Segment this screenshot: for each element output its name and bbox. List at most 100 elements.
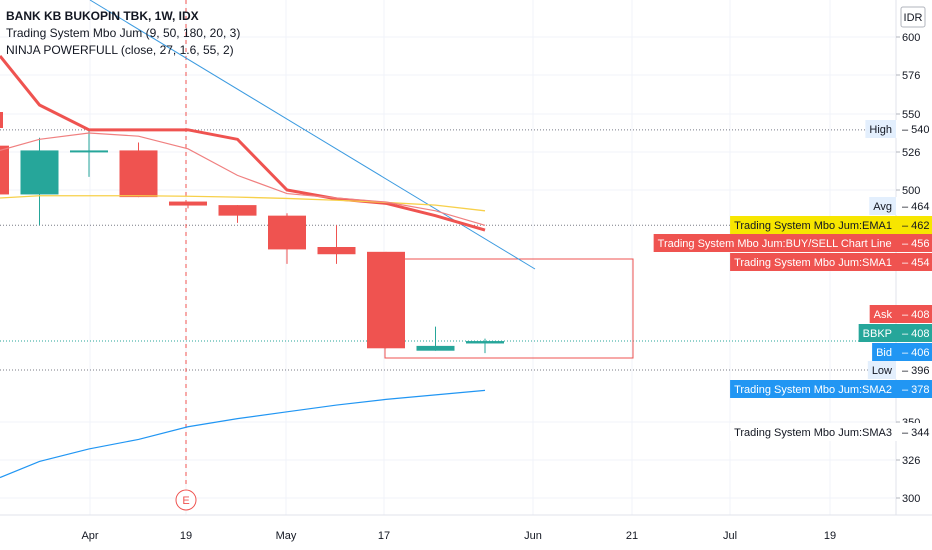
price-label-text: Trading System Mbo Jum:SMA1 — [734, 257, 892, 269]
price-value-bg — [896, 120, 932, 138]
price-value-text: – 464 — [902, 201, 930, 213]
price-label-text: Trading System Mbo Jum:SMA2 — [734, 384, 892, 396]
candle-body — [466, 341, 504, 344]
price-label-text: Trading System Mbo Jum:EMA1 — [734, 220, 892, 232]
price-value-text: – 462 — [902, 220, 930, 232]
price-value-bg — [896, 234, 932, 252]
price-label-bg — [730, 380, 896, 398]
event-marker-label: E — [182, 495, 189, 507]
edge-marker — [0, 112, 3, 128]
currency-label: IDR — [904, 12, 923, 24]
price-label-text: High — [869, 124, 892, 136]
currency-badge — [900, 6, 926, 28]
price-value-bg — [896, 423, 932, 441]
price-label-text: Trading System Mbo Jum:BUY/SELL Chart Li… — [658, 238, 892, 250]
time-axis: Apr 19 May 17 Jun 21 Jul 19 — [0, 514, 932, 542]
indicator-2-legend[interactable]: NINJA POWERFULL (close, 27, 1.6, 55, 2) — [6, 43, 234, 57]
candle-7 — [317, 225, 356, 264]
price-label-bg — [869, 305, 896, 323]
price-value-bg — [896, 197, 932, 215]
candle-9 — [416, 326, 455, 351]
y-tick-7: 300 — [902, 493, 920, 505]
price-label-bg — [730, 216, 896, 234]
candle-body — [268, 215, 306, 250]
price-value-bg — [896, 361, 932, 379]
drawn-rectangle — [384, 258, 634, 359]
series-sma1 — [0, 55, 486, 232]
price-label-text: BBKP — [863, 328, 892, 340]
x-tick-5: 21 — [626, 530, 638, 542]
candle-1 — [20, 137, 59, 226]
y-tick-0: 600 — [902, 32, 920, 44]
x-tick-6: Jul — [723, 530, 737, 542]
candle-body — [0, 145, 9, 195]
price-label-1: Avg – 464 — [869, 197, 932, 215]
event-marker — [175, 489, 197, 511]
price-value-text: – 406 — [902, 347, 930, 359]
price-label-8: Low – 396 — [867, 361, 932, 379]
price-value-bg — [896, 253, 932, 271]
series-ema1 — [0, 195, 486, 212]
price-value-bg — [896, 380, 932, 398]
price-label-6: BBKP – 408 — [858, 324, 932, 342]
x-tick-4: Jun — [524, 530, 542, 542]
x-tick-3: 17 — [378, 530, 390, 542]
price-label-bg — [730, 423, 896, 441]
candle-0 — [0, 145, 9, 195]
price-label-0: High – 540 — [865, 120, 932, 138]
price-label-10: Trading System Mbo Jum:SMA3 – 344 — [730, 423, 932, 441]
y-tick-3: 526 — [902, 147, 920, 159]
indicator-1-legend[interactable]: Trading System Mbo Jum (9, 50, 180, 20, … — [6, 26, 241, 40]
x-tick-2: May — [276, 530, 297, 542]
candle-4 — [169, 201, 207, 209]
price-value-text: – 540 — [902, 124, 930, 136]
candle-body — [70, 150, 108, 153]
price-label-bg — [730, 253, 896, 271]
candle-body — [169, 201, 207, 206]
y-tick-4: 500 — [902, 185, 920, 197]
price-labels: High – 540 Avg – 464 Trading System Mbo Jum:… — [653, 120, 932, 441]
candle-body — [317, 247, 356, 255]
price-label-2: Trading System Mbo Jum:EMA1 – 462 — [730, 216, 932, 234]
price-value-bg — [896, 324, 932, 342]
indicator-lines — [0, 55, 486, 479]
price-label-5: Ask – 408 — [869, 305, 932, 323]
price-label-bg — [867, 361, 896, 379]
price-axis: IDR600576550526500350326300 — [895, 0, 932, 550]
price-label-text: Avg — [873, 201, 892, 213]
price-label-4: Trading System Mbo Jum:SMA1 – 454 — [730, 253, 932, 271]
chart-legend: BANK KB BUKOPIN TBK, 1W, IDX Trading Sys… — [6, 8, 240, 59]
price-value-text: – 378 — [902, 384, 930, 396]
candle-3 — [119, 142, 158, 198]
price-value-bg — [896, 216, 932, 234]
x-tick-0: Apr — [81, 530, 98, 542]
price-label-7: Bid – 406 — [872, 343, 932, 361]
price-value-text: – 456 — [902, 238, 930, 250]
price-label-text: Bid — [876, 347, 892, 359]
candle-6 — [268, 213, 306, 264]
candle-10 — [466, 338, 504, 354]
candle-body — [119, 150, 158, 198]
candle-5 — [218, 205, 257, 223]
price-value-text: – 396 — [902, 365, 930, 377]
price-label-bg — [865, 120, 896, 138]
price-label-3: Trading System Mbo Jum:BUY/SELL Chart Li… — [653, 234, 932, 252]
candle-body — [416, 345, 455, 351]
price-axis-bg — [896, 0, 932, 550]
price-label-bg — [858, 324, 896, 342]
x-tick-7: 19 — [824, 530, 836, 542]
price-value-bg — [896, 305, 932, 323]
price-label-bg — [869, 197, 896, 215]
y-tick-2: 550 — [902, 109, 920, 121]
x-tick-1: 19 — [180, 530, 192, 542]
candle-body — [218, 205, 257, 216]
price-label-bg — [653, 234, 896, 252]
price-value-text: – 344 — [902, 427, 930, 439]
price-value-text: – 408 — [902, 328, 930, 340]
candle-2 — [70, 129, 108, 177]
candle-body — [20, 150, 59, 195]
y-tick-6: 326 — [902, 455, 920, 467]
price-label-bg — [872, 343, 896, 361]
price-label-text: Trading System Mbo Jum:SMA3 — [734, 427, 892, 439]
